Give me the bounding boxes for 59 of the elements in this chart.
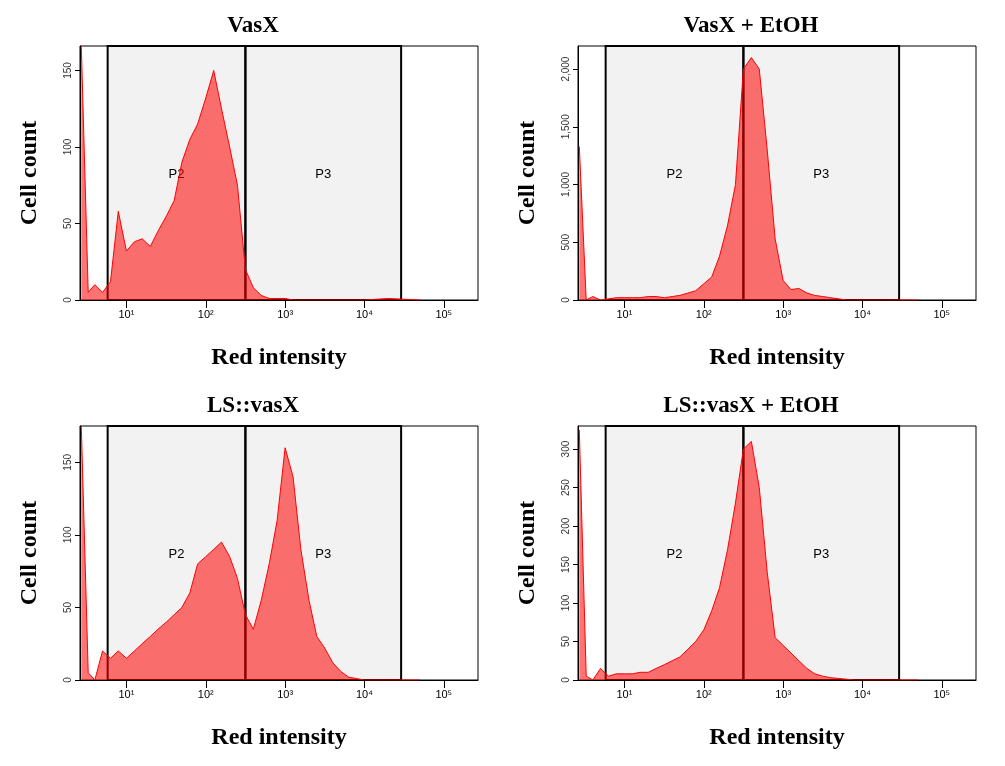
y-tick-label: 150 bbox=[559, 555, 571, 573]
x-tick-label: 10¹ bbox=[118, 687, 135, 700]
x-tick-label: 10⁵ bbox=[435, 307, 453, 320]
y-tick-label: 250 bbox=[559, 478, 571, 496]
x-axis-title: Red intensity bbox=[709, 723, 845, 749]
band-label: P3 bbox=[813, 165, 830, 181]
y-tick-label: 0 bbox=[559, 296, 571, 303]
y-tick-label: 100 bbox=[61, 526, 73, 544]
y-tick-label: 2,000 bbox=[559, 56, 571, 82]
x-tick-label: 10⁴ bbox=[853, 687, 872, 700]
x-axis-title: Red intensity bbox=[211, 723, 347, 749]
x-tick-label: 10⁵ bbox=[933, 687, 951, 700]
y-tick-label: 0 bbox=[559, 676, 571, 683]
chart-title: LS::vasX + EtOH bbox=[663, 392, 839, 417]
x-tick-label: 10² bbox=[197, 307, 215, 320]
x-tick-label: 10⁵ bbox=[435, 687, 453, 700]
y-tick-label: 150 bbox=[61, 453, 73, 471]
y-axis-title: Cell count bbox=[15, 500, 41, 606]
band-label: P2 bbox=[666, 165, 683, 181]
x-tick-label: 10³ bbox=[775, 307, 792, 320]
x-tick-label: 10² bbox=[695, 307, 713, 320]
y-tick-label: 100 bbox=[61, 138, 73, 156]
x-tick-label: 10² bbox=[695, 687, 713, 700]
y-tick-label: 0 bbox=[61, 676, 73, 683]
chart-title: VasX + EtOH bbox=[683, 12, 819, 37]
x-tick-label: 10⁴ bbox=[853, 307, 872, 320]
band-label: P3 bbox=[813, 545, 830, 561]
y-tick-label: 500 bbox=[559, 233, 571, 251]
band-label: P3 bbox=[315, 545, 332, 561]
x-tick-label: 10³ bbox=[277, 307, 294, 320]
x-tick-label: 10⁵ bbox=[933, 307, 951, 320]
x-tick-label: 10¹ bbox=[616, 307, 633, 320]
y-tick-label: 0 bbox=[61, 296, 73, 303]
chart-title: VasX bbox=[227, 12, 280, 37]
x-tick-label: 10¹ bbox=[616, 687, 633, 700]
band-label: P2 bbox=[168, 545, 185, 561]
y-tick-label: 100 bbox=[559, 594, 571, 612]
y-tick-label: 50 bbox=[61, 601, 73, 613]
y-tick-label: 1,500 bbox=[559, 113, 571, 140]
y-axis-title: Cell count bbox=[15, 120, 41, 226]
y-axis-title: Cell count bbox=[513, 120, 539, 226]
y-tick-label: 1,000 bbox=[559, 171, 571, 198]
x-tick-label: 10¹ bbox=[118, 307, 135, 320]
y-tick-label: 50 bbox=[559, 635, 571, 648]
x-tick-label: 10⁴ bbox=[355, 687, 374, 700]
band-label: P3 bbox=[315, 165, 332, 181]
x-tick-label: 10² bbox=[197, 687, 215, 700]
band-label: P2 bbox=[666, 545, 683, 561]
y-tick-label: 150 bbox=[61, 61, 73, 79]
y-tick-label: 50 bbox=[61, 217, 73, 230]
x-tick-label: 10³ bbox=[277, 687, 294, 700]
y-axis-title: Cell count bbox=[513, 500, 539, 606]
x-axis-title: Red intensity bbox=[709, 343, 845, 369]
y-tick-label: 200 bbox=[559, 517, 571, 535]
x-tick-label: 10³ bbox=[775, 687, 792, 700]
y-tick-label: 300 bbox=[559, 440, 571, 458]
x-axis-title: Red intensity bbox=[211, 343, 347, 369]
x-tick-label: 10⁴ bbox=[355, 307, 374, 320]
chart-title: LS::vasX bbox=[206, 392, 300, 417]
